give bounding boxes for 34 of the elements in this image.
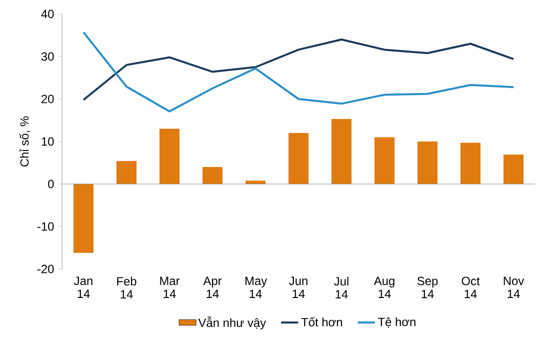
x-tick-label: Mar 14 [160,276,180,298]
y-tick-label: 20 [42,94,54,104]
y-tick-label: -20 [37,264,54,274]
y-tick-label: -10 [37,222,54,231]
legend-label: Tốt hơn [301,317,342,326]
bar [504,154,524,184]
x-tick-label: Apr 14 [203,276,222,298]
bar [332,118,352,184]
x-tick-label: Sep 14 [417,276,438,298]
y-tick-label: 40 [41,10,54,18]
bar [288,133,309,184]
legend-label: Vẫn như vậy [198,316,266,330]
line-series [82,38,515,101]
x-tick-label: Jun 14 [289,276,308,298]
line-series [82,31,515,112]
bar [116,161,137,184]
bar [160,128,180,184]
bar [74,184,94,253]
x-tick-label: Feb 14 [117,276,136,298]
bar [202,167,223,184]
bar [418,142,438,184]
bar [374,137,395,184]
y-tick-label: 0 [48,180,54,188]
bar [460,142,481,184]
x-tick-label: Jul 14 [334,276,348,298]
legend-label: Tệ hơn [378,317,416,328]
x-tick-label: May 14 [245,276,268,298]
x-tick-label: Jan 14 [74,276,92,298]
x-tick-label: Nov 14 [504,276,524,298]
x-tick-label: Oct 14 [462,276,480,298]
x-tick-label: Aug 14 [374,276,394,298]
y-axis-title: Chỉ số, % [19,116,30,166]
y-tick-label: 10 [42,137,54,146]
y-tick-label: 30 [41,52,54,61]
